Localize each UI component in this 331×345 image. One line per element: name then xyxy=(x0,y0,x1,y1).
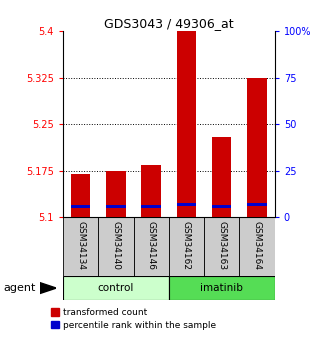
Bar xyxy=(98,217,133,276)
Bar xyxy=(177,203,196,206)
Title: GDS3043 / 49306_at: GDS3043 / 49306_at xyxy=(104,17,234,30)
Text: agent: agent xyxy=(3,283,36,293)
Bar xyxy=(71,174,90,217)
Text: GSM34140: GSM34140 xyxy=(111,221,120,270)
Bar xyxy=(106,205,125,208)
Bar xyxy=(141,165,161,217)
Text: GSM34164: GSM34164 xyxy=(253,221,261,270)
Bar xyxy=(177,31,196,217)
Polygon shape xyxy=(40,283,56,294)
Bar xyxy=(204,217,239,276)
Bar xyxy=(133,217,169,276)
Bar xyxy=(106,171,125,217)
Bar xyxy=(71,205,90,208)
Legend: transformed count, percentile rank within the sample: transformed count, percentile rank withi… xyxy=(51,308,216,330)
Bar xyxy=(212,137,231,217)
Bar xyxy=(247,203,267,206)
Bar xyxy=(63,276,169,300)
Text: GSM34163: GSM34163 xyxy=(217,221,226,270)
Text: control: control xyxy=(98,283,134,293)
Bar xyxy=(169,217,204,276)
Bar xyxy=(63,217,98,276)
Bar xyxy=(141,205,161,208)
Text: GSM34162: GSM34162 xyxy=(182,221,191,270)
Text: GSM34134: GSM34134 xyxy=(76,221,85,270)
Text: imatinib: imatinib xyxy=(200,283,243,293)
Bar xyxy=(239,217,275,276)
Bar xyxy=(169,276,275,300)
Bar xyxy=(212,205,231,208)
Bar xyxy=(247,78,267,217)
Text: GSM34146: GSM34146 xyxy=(147,221,156,270)
